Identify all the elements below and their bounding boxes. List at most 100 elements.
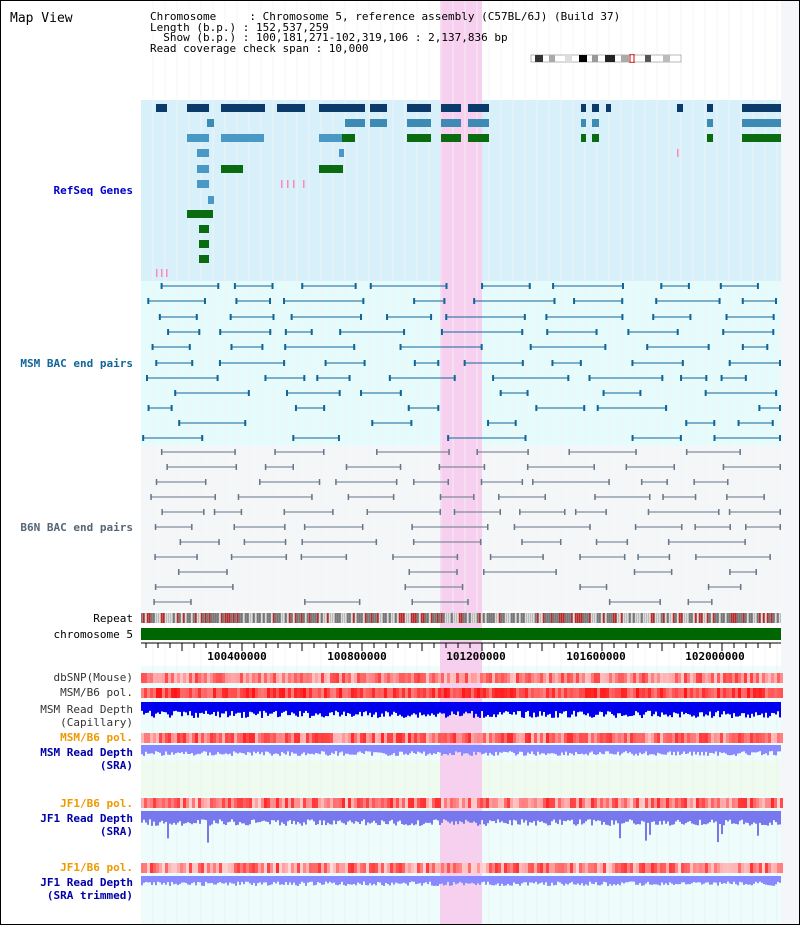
msm-sra-depth-bar <box>663 745 665 755</box>
msm-capillary-depth-bar <box>673 702 675 713</box>
bac-end <box>403 329 406 335</box>
track-label-b6n-bac[interactable]: B6N BAC end pairs <box>20 521 133 534</box>
jf1-pol-heat-cell <box>651 863 654 873</box>
jf1-trimmed-depth-bar <box>167 876 169 883</box>
msm-pol-heat-cell <box>240 733 243 743</box>
msm-pol-heat-cell <box>393 733 396 743</box>
msm-capillary-depth-bar <box>695 702 697 718</box>
bac-end <box>737 420 740 426</box>
track-label-jf1-depth-trim[interactable]: JF1 Read Depth <box>40 876 133 889</box>
jf1-trimmed-depth-bar <box>197 876 199 883</box>
jf1-pol-heat-cell <box>603 798 606 808</box>
jf1-pol-heat-cell <box>483 863 486 873</box>
dbsnp-heat-cell <box>333 673 336 683</box>
msm-capillary-depth-bar <box>617 702 619 714</box>
jf1-pol-heat-cell <box>411 798 414 808</box>
bac-end <box>555 569 557 575</box>
msm-sra-depth-bar <box>409 745 411 754</box>
msm-capillary-depth-bar <box>555 702 557 712</box>
jf1-pol-heat-cell <box>405 863 408 873</box>
msm-capillary-depth-bar <box>577 702 579 713</box>
jf1-sra-depth-bar <box>703 811 705 825</box>
track-label-refseq[interactable]: RefSeq Genes <box>53 184 133 197</box>
msm-pol-heat-cell <box>318 688 321 698</box>
repeat-element <box>313 613 315 623</box>
track-label-jf1-depth-sra[interactable]: JF1 Read Depth <box>40 812 133 825</box>
bac-end <box>204 479 207 485</box>
jf1-trimmed-depth-bar <box>459 876 461 882</box>
dbsnp-heat-cell <box>537 673 540 683</box>
msm-pol-heat-cell <box>189 688 192 698</box>
msm-pol-heat-cell <box>231 733 234 743</box>
repeat-element <box>565 613 567 623</box>
msm-pol-heat-cell <box>279 733 282 743</box>
msm-sra-depth-bar <box>301 745 303 754</box>
track-label-msm-depth-sra[interactable]: MSM Read Depth <box>40 746 133 759</box>
msm-pol-heat-cell <box>729 733 732 743</box>
jf1-trimmed-depth-bar <box>279 876 281 885</box>
track-label-msm-b6-pol-1[interactable]: MSM/B6 pol. <box>60 686 133 699</box>
jf1-pol-heat-cell <box>552 798 555 808</box>
jf1-sra-depth-bar <box>273 811 275 821</box>
track-label-msm-b6-pol-2[interactable]: MSM/B6 pol. <box>60 731 133 744</box>
jf1-sra-depth-bar <box>513 811 515 820</box>
bac-end <box>269 329 272 335</box>
msm-pol-heat-cell <box>684 733 687 743</box>
msm-sra-depth-bar <box>197 745 199 754</box>
gene-block <box>197 149 209 157</box>
track-label-chromosome[interactable]: chromosome 5 <box>53 628 133 641</box>
msm-capillary-depth-bar <box>493 702 495 715</box>
msm-capillary-depth-bar <box>145 702 147 713</box>
msm-pol-heat-cell <box>561 688 564 698</box>
jf1-trimmed-depth-bar <box>305 876 307 886</box>
jf1-pol-heat-cell <box>498 798 501 808</box>
msm-pol-heat-cell <box>585 688 588 698</box>
gene-block <box>187 134 209 142</box>
msm-sra-depth-bar <box>777 745 779 752</box>
bac-end <box>689 314 692 320</box>
repeat-element <box>249 613 251 623</box>
track-label-jf1-pol-1[interactable]: JF1/B6 pol. <box>60 797 133 810</box>
jf1-pol-heat-cell <box>237 863 240 873</box>
jf1-sra-depth-bar <box>531 811 533 823</box>
gene-block <box>319 165 343 173</box>
jf1-sra-depth-bar <box>417 811 419 821</box>
track-label-dbsnp[interactable]: dbSNP(Mouse) <box>53 671 133 684</box>
jf1-sra-depth-bar <box>583 811 585 824</box>
track-label-repeat[interactable]: Repeat <box>93 612 133 625</box>
jf1-sra-depth-bar <box>471 811 473 823</box>
msm-capillary-depth-bar <box>263 702 265 711</box>
jf1-trimmed-depth-bar <box>587 876 589 886</box>
bac-end <box>695 554 697 560</box>
jf1-pol-heat-cell <box>735 798 738 808</box>
msm-pol-heat-cell <box>195 688 198 698</box>
repeat-element <box>747 613 749 623</box>
track-label-jf1-pol-2[interactable]: JF1/B6 pol. <box>60 861 133 874</box>
track-label-msm-depth-capillary[interactable]: MSM Read Depth <box>40 703 133 716</box>
msm-pol-heat-cell <box>759 688 762 698</box>
msm-pol-heat-cell <box>504 733 507 743</box>
repeat-element <box>205 613 207 623</box>
jf1-sra-depth-bar <box>633 811 635 824</box>
jf1-trimmed-depth-bar <box>539 876 541 884</box>
jf1-trimmed-depth-bar <box>151 876 153 886</box>
msm-pol-heat-cell <box>528 733 531 743</box>
track-label-msm-bac[interactable]: MSM BAC end pairs <box>20 357 133 370</box>
msm-sra-depth-bar <box>543 745 545 754</box>
bac-end <box>681 360 684 366</box>
chromosome-ideogram[interactable] <box>529 54 685 63</box>
msm-capillary-depth-bar <box>423 702 425 715</box>
jf1-trimmed-depth-bar <box>717 876 719 886</box>
jf1-pol-heat-cell <box>471 798 474 808</box>
msm-sra-depth-bar <box>355 745 357 755</box>
gene-block <box>221 104 265 112</box>
jf1-pol-heat-cell <box>639 798 642 808</box>
jf1-pol-heat-cell <box>717 863 720 873</box>
jf1-pol-heat-cell <box>459 798 462 808</box>
jf1-pol-heat-cell <box>180 863 183 873</box>
jf1-pol-heat-cell <box>288 798 291 808</box>
bac-end <box>413 298 416 304</box>
repeat-element <box>321 613 323 623</box>
